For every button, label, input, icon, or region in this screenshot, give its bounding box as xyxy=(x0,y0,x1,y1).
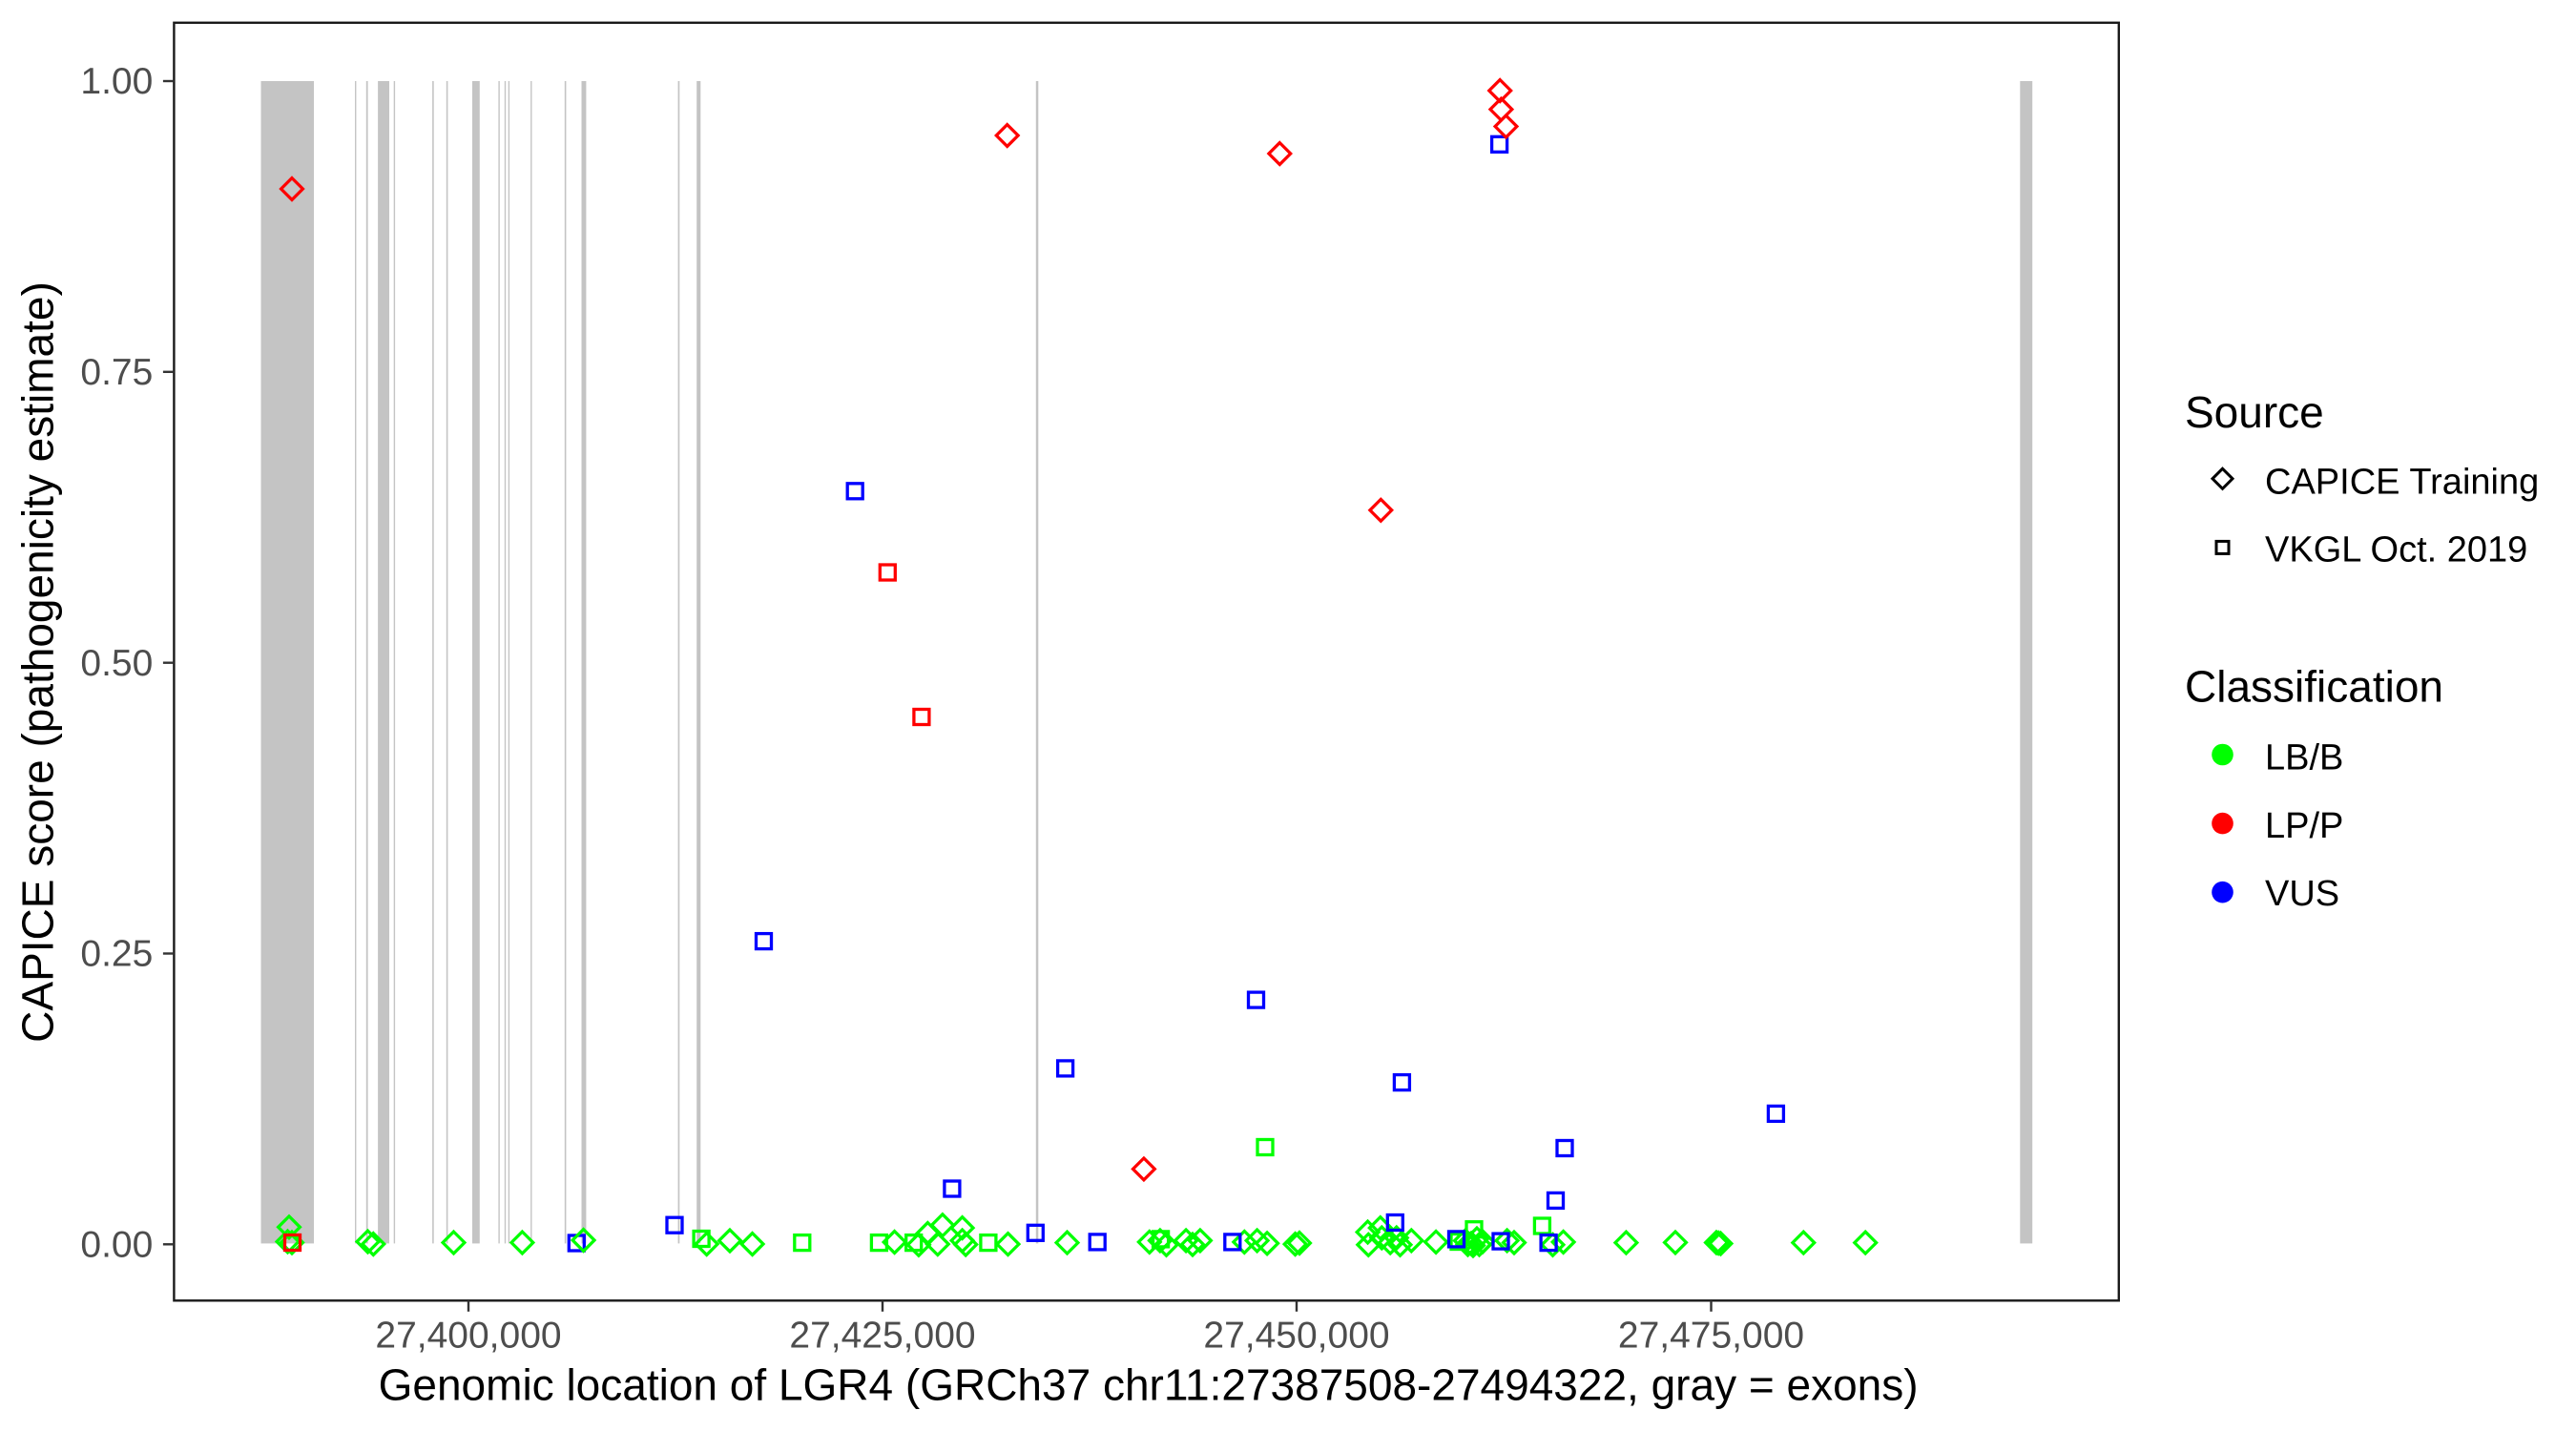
svg-text:Genomic location of LGR4 (GRCh: Genomic location of LGR4 (GRCh37 chr11:2… xyxy=(379,1360,1919,1410)
svg-text:0.75: 0.75 xyxy=(80,352,153,393)
svg-text:1.00: 1.00 xyxy=(80,61,153,102)
svg-text:0.00: 0.00 xyxy=(80,1225,153,1266)
svg-text:27,450,000: 27,450,000 xyxy=(1203,1316,1389,1357)
svg-text:LB/B: LB/B xyxy=(2265,738,2343,778)
svg-text:CAPICE Training: CAPICE Training xyxy=(2265,462,2539,502)
svg-text:Classification: Classification xyxy=(2185,661,2443,711)
svg-text:27,475,000: 27,475,000 xyxy=(1618,1316,1804,1357)
svg-text:0.50: 0.50 xyxy=(80,643,153,684)
svg-text:LP/P: LP/P xyxy=(2265,806,2343,846)
svg-text:VUS: VUS xyxy=(2265,874,2339,914)
svg-text:0.25: 0.25 xyxy=(80,934,153,975)
svg-text:VKGL Oct. 2019: VKGL Oct. 2019 xyxy=(2265,530,2527,570)
svg-text:CAPICE score (pathogenicity es: CAPICE score (pathogenicity estimate) xyxy=(13,281,63,1043)
svg-text:27,425,000: 27,425,000 xyxy=(789,1316,975,1357)
svg-text:27,400,000: 27,400,000 xyxy=(375,1316,561,1357)
svg-text:Source: Source xyxy=(2185,387,2324,437)
